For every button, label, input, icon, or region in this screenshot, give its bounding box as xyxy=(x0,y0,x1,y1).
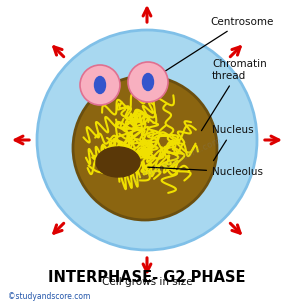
Text: Centrosome: Centrosome xyxy=(158,17,273,76)
Text: INTERPHASE- G2 PHASE: INTERPHASE- G2 PHASE xyxy=(48,271,246,285)
Text: ©studyandscore.com: ©studyandscore.com xyxy=(8,292,90,301)
Text: Cell grows in size: Cell grows in size xyxy=(102,277,192,287)
Ellipse shape xyxy=(96,147,140,177)
Text: Chromatin
thread: Chromatin thread xyxy=(201,59,267,131)
Circle shape xyxy=(37,30,257,250)
Circle shape xyxy=(80,65,120,105)
Circle shape xyxy=(73,76,217,220)
Text: Nucleolus: Nucleolus xyxy=(148,167,263,177)
Circle shape xyxy=(128,62,168,102)
Ellipse shape xyxy=(94,76,106,94)
Ellipse shape xyxy=(143,73,153,91)
Text: @studyandscore.com: @studyandscore.com xyxy=(131,135,223,185)
Text: Nucleus: Nucleus xyxy=(212,125,254,161)
